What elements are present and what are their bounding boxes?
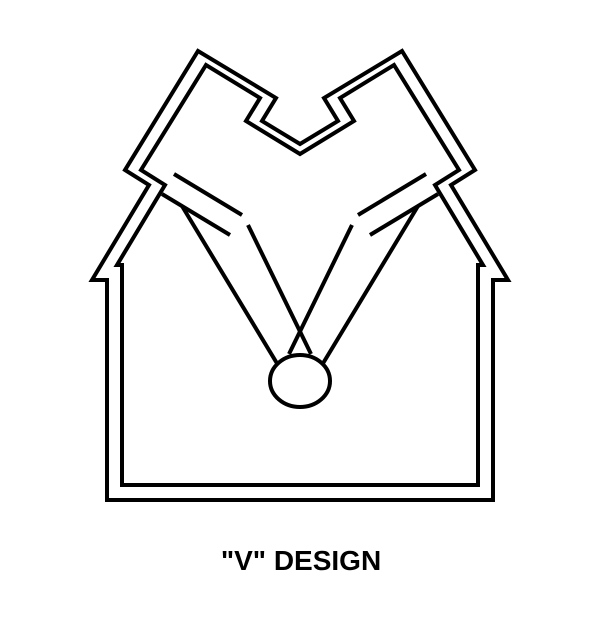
v-design-diagram bbox=[0, 0, 602, 620]
engine-cross-section-svg bbox=[0, 0, 602, 620]
diagram-caption: "V" DESIGN bbox=[0, 545, 602, 577]
